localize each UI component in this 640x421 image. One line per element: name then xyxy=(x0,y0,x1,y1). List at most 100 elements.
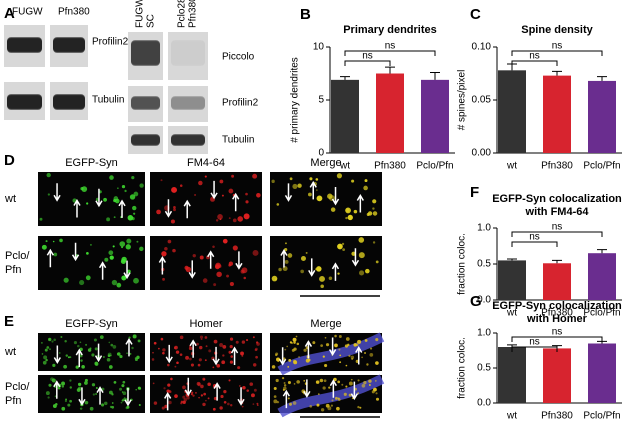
bar xyxy=(331,79,359,153)
puncta xyxy=(194,194,197,196)
puncta xyxy=(256,341,259,344)
puncta xyxy=(276,400,280,404)
puncta xyxy=(67,356,70,359)
panel-label: G xyxy=(470,293,482,310)
x-tick-label: Pclo/Pfn xyxy=(583,161,620,172)
row-label: wt xyxy=(4,193,16,205)
puncta xyxy=(139,183,144,188)
puncta xyxy=(289,341,293,344)
puncta xyxy=(127,215,134,221)
puncta xyxy=(283,381,286,384)
puncta xyxy=(337,243,343,250)
puncta xyxy=(235,340,239,344)
panel-label: D xyxy=(4,152,15,169)
puncta xyxy=(153,401,158,405)
band xyxy=(171,41,205,65)
x-tick-label: Pfn380 xyxy=(541,308,573,319)
puncta xyxy=(204,359,207,362)
puncta xyxy=(222,344,227,349)
puncta xyxy=(307,192,312,197)
puncta xyxy=(126,238,132,244)
puncta xyxy=(73,341,77,345)
annotation: ns xyxy=(529,51,540,62)
annotation: ns xyxy=(552,327,563,338)
y-tick-label: 0 xyxy=(318,148,324,159)
arrow xyxy=(355,346,363,365)
puncta xyxy=(245,339,249,342)
puncta xyxy=(364,179,368,183)
puncta xyxy=(94,347,98,351)
puncta xyxy=(216,271,222,278)
puncta xyxy=(131,176,135,180)
arrow xyxy=(230,346,239,366)
puncta xyxy=(104,401,108,406)
puncta xyxy=(316,403,320,407)
puncta xyxy=(52,240,55,243)
puncta xyxy=(188,346,193,351)
y-tick-label: 0.00 xyxy=(472,148,492,159)
error-bar xyxy=(430,71,440,80)
arrow xyxy=(331,186,340,206)
puncta xyxy=(125,244,131,250)
puncta xyxy=(213,396,218,401)
puncta xyxy=(319,378,324,383)
arrow xyxy=(331,262,340,281)
puncta xyxy=(41,353,44,355)
arrow xyxy=(95,188,103,208)
puncta xyxy=(190,393,193,396)
puncta xyxy=(375,361,379,365)
puncta xyxy=(287,381,291,385)
puncta xyxy=(223,390,227,394)
puncta xyxy=(113,196,119,201)
significance-bracket xyxy=(511,60,558,66)
band xyxy=(171,40,205,66)
puncta xyxy=(228,261,234,266)
puncta xyxy=(336,406,340,411)
puncta xyxy=(151,358,155,361)
puncta xyxy=(305,358,310,363)
puncta xyxy=(342,248,346,252)
band xyxy=(131,135,160,145)
puncta xyxy=(123,397,126,399)
row-label: Profilin2 xyxy=(92,37,129,48)
puncta xyxy=(64,399,68,403)
puncta xyxy=(173,206,176,209)
puncta xyxy=(196,342,199,346)
puncta xyxy=(119,387,123,391)
puncta xyxy=(237,366,241,370)
band xyxy=(131,97,160,109)
puncta xyxy=(219,179,224,184)
puncta xyxy=(205,255,210,260)
puncta xyxy=(337,380,341,384)
bar xyxy=(498,347,526,403)
puncta xyxy=(158,347,160,350)
y-tick-label: 10 xyxy=(313,42,325,53)
puncta xyxy=(69,356,72,359)
annotation: ns xyxy=(362,51,373,62)
panel-label: E xyxy=(4,313,14,330)
y-tick-label: 0.5 xyxy=(477,363,491,374)
puncta xyxy=(167,239,172,244)
puncta xyxy=(339,361,342,364)
puncta xyxy=(337,397,340,400)
arrow xyxy=(164,199,173,218)
puncta xyxy=(309,177,313,181)
puncta xyxy=(179,184,183,187)
bar xyxy=(588,80,616,153)
puncta xyxy=(341,242,345,246)
puncta xyxy=(113,381,117,384)
puncta xyxy=(69,379,72,382)
puncta xyxy=(229,360,234,364)
puncta xyxy=(357,379,360,382)
puncta xyxy=(218,264,222,269)
band xyxy=(131,134,160,146)
puncta xyxy=(121,184,126,189)
x-tick-label: Pclo/Pfn xyxy=(583,411,620,421)
bar xyxy=(498,70,526,153)
puncta xyxy=(207,397,210,400)
puncta xyxy=(320,284,324,289)
lane-label: FUGW/ xyxy=(135,0,146,28)
puncta xyxy=(162,277,165,281)
blot xyxy=(128,32,163,80)
